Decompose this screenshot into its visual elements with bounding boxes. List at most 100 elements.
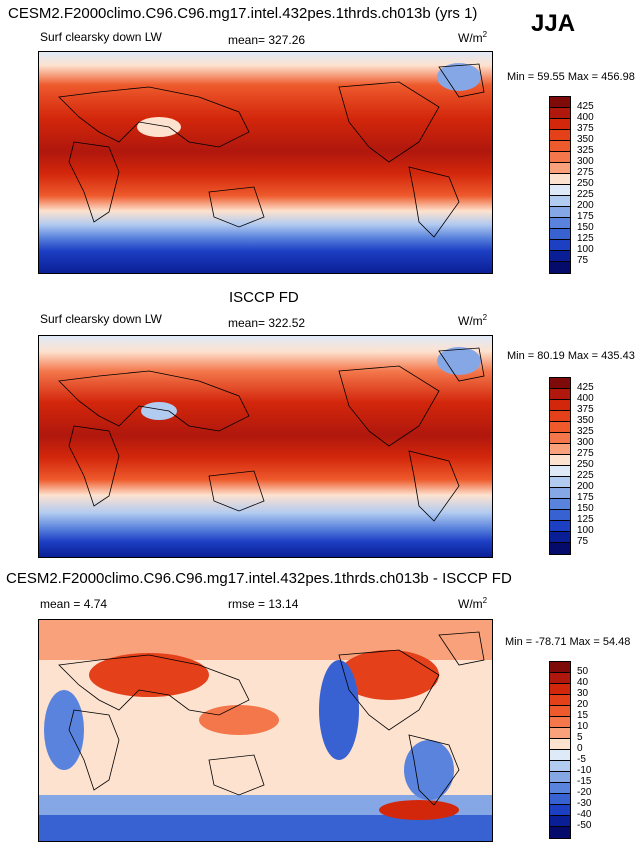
panel3-cbar-cell (550, 783, 570, 794)
panel1-cbar-cell (550, 174, 570, 185)
panel3-map (38, 619, 493, 842)
panel3-colorbar (549, 661, 571, 839)
panel3-cbar-cell (550, 772, 570, 783)
panel3-cbar-label: 5 (577, 732, 583, 743)
panel3-cbar-label: 15 (577, 710, 589, 721)
panel1-cbar-cell (550, 262, 570, 273)
panel3-units: W/m2 (458, 596, 488, 611)
panel1-cbar-label: 325 (577, 145, 594, 156)
panel1-cbar-label: 225 (577, 189, 594, 200)
panel3-cbar-label: -50 (577, 820, 592, 831)
panel2-cbar-cell (550, 455, 570, 466)
panel1-cbar-label: 350 (577, 134, 594, 145)
panel2-cbar-cell (550, 499, 570, 510)
panel1-cbar-label: 375 (577, 123, 594, 134)
panel3-cbar-label: 20 (577, 699, 589, 710)
panel3-cbar-label: 40 (577, 677, 589, 688)
panel3-cbar-label: 0 (577, 743, 583, 754)
panel3-cbar-label: 10 (577, 721, 589, 732)
panel2-cbar-cell (550, 433, 570, 444)
panel2-cbar-cell (550, 510, 570, 521)
panel1-cbar-cell (550, 207, 570, 218)
panel2-cbar-cell (550, 444, 570, 455)
panel2-map (38, 335, 493, 558)
panel2-cbar-label: 175 (577, 492, 594, 503)
panel2-cbar-cell (550, 488, 570, 499)
panel1-cbar-label: 100 (577, 244, 594, 255)
panel3-cbar-label: -40 (577, 809, 592, 820)
panel2-cbar-label: 125 (577, 514, 594, 525)
panel1-cbar-label: 400 (577, 112, 594, 123)
panel2-cbar-label: 100 (577, 525, 594, 536)
season-label: JJA (531, 10, 576, 37)
panel2-cbar-cell (550, 521, 570, 532)
panel2-cbar-cell (550, 400, 570, 411)
panel3-cbar-label: -15 (577, 776, 592, 787)
panel2-cbar-cell (550, 411, 570, 422)
panel1-cbar-cell (550, 185, 570, 196)
panel3-cbar-cell (550, 761, 570, 772)
panel3-cbar-cell (550, 695, 570, 706)
panel1-variable: Surf clearsky down LW (40, 30, 162, 44)
panel1-cbar-cell (550, 163, 570, 174)
panel3-cbar-cell (550, 805, 570, 816)
panel2-cbar-cell (550, 466, 570, 477)
panel3-mean: mean = 4.74 (40, 597, 108, 611)
panel3-cbar-cell (550, 739, 570, 750)
panel1-title: CESM2.F2000climo.C96.C96.mg17.intel.432p… (8, 5, 478, 22)
panel1-cbar-cell (550, 141, 570, 152)
panel3-cbar-cell (550, 827, 570, 838)
panel1-cbar-cell (550, 152, 570, 163)
panel1-cbar-label: 300 (577, 156, 594, 167)
panel2-variable: Surf clearsky down LW (40, 312, 162, 326)
panel1-cbar-label: 275 (577, 167, 594, 178)
panel1-cbar-label: 150 (577, 222, 594, 233)
panel1-cbar-label: 250 (577, 178, 594, 189)
panel2-cbar-cell (550, 477, 570, 488)
panel2-minmax: Min = 80.19 Max = 435.43 (507, 350, 635, 362)
panel3-cbar-cell (550, 673, 570, 684)
panel2-mean: mean= 322.52 (228, 316, 306, 330)
panel3-cbar-cell (550, 717, 570, 728)
panel3-cbar-cell (550, 794, 570, 805)
panel3-cbar-cell (550, 662, 570, 673)
panel2-cbar-label: 250 (577, 459, 594, 470)
panel1-cbar-cell (550, 251, 570, 262)
panel1-units: W/m2 (458, 30, 488, 45)
panel2-units: W/m2 (458, 313, 488, 328)
panel2-cbar-label: 325 (577, 426, 594, 437)
panel2-cbar-cell (550, 543, 570, 554)
panel1-cbar-cell (550, 130, 570, 141)
panel1-colorbar (549, 96, 571, 274)
panel2-cbar-label: 275 (577, 448, 594, 459)
panel3-cbar-cell (550, 728, 570, 739)
panel1-cbar-label: 75 (577, 255, 589, 266)
panel2-cbar-label: 150 (577, 503, 594, 514)
panel3-cbar-label: -20 (577, 787, 592, 798)
panel1-minmax: Min = 59.55 Max = 456.98 (507, 71, 635, 83)
panel1-cbar-label: 125 (577, 233, 594, 244)
panel1-cbar-cell (550, 240, 570, 251)
panel3-rmse: rmse = 13.14 (228, 597, 299, 611)
panel2-cbar-label: 75 (577, 536, 589, 547)
panel1-cbar-cell (550, 119, 570, 130)
panel1-cbar-cell (550, 218, 570, 229)
panel3-cbar-label: 30 (577, 688, 589, 699)
panel1-cbar-cell (550, 196, 570, 207)
panel3-minmax: Min = -78.71 Max = 54.48 (505, 636, 631, 648)
panel1-mean: mean= 327.26 (228, 33, 306, 47)
panel3-map-svg (39, 620, 492, 841)
panel1-cbar-cell (550, 97, 570, 108)
panel3-cbar-cell (550, 750, 570, 761)
panel1-map (38, 51, 493, 274)
panel2-cbar-label: 350 (577, 415, 594, 426)
panel2-cbar-cell (550, 389, 570, 400)
panel3-cbar-label: -10 (577, 765, 592, 776)
panel1-cbar-label: 200 (577, 200, 594, 211)
panel2-cbar-cell (550, 422, 570, 433)
panel1-map-svg (39, 52, 492, 273)
panel1-cbar-cell (550, 108, 570, 119)
panel1-cbar-label: 175 (577, 211, 594, 222)
panel3-cbar-label: -30 (577, 798, 592, 809)
panel2-title: ISCCP FD (229, 289, 299, 306)
